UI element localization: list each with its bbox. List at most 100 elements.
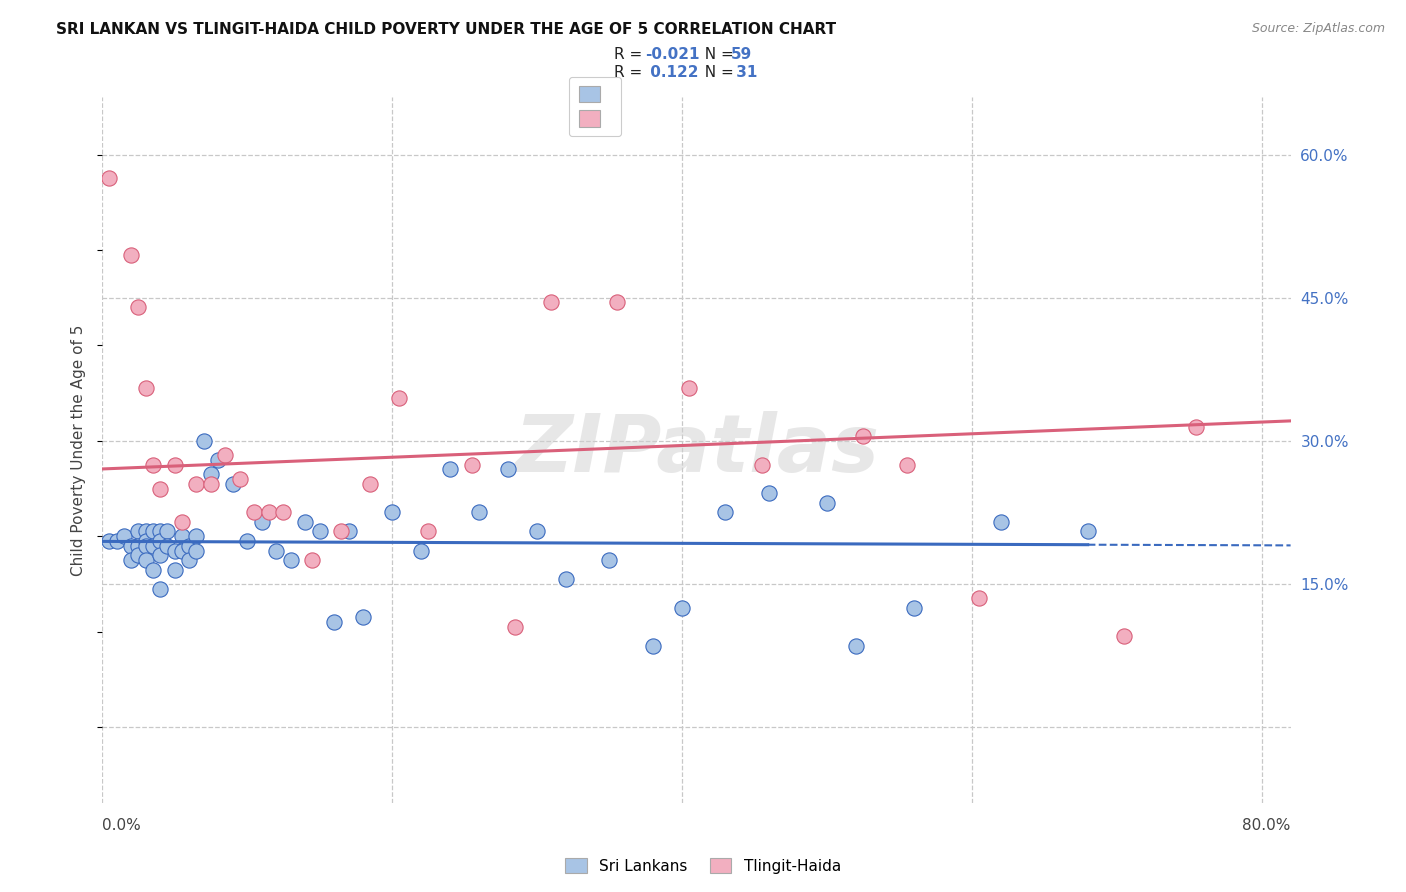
Point — [142, 539, 165, 553]
Point — [264, 543, 287, 558]
Text: ZIPatlas: ZIPatlas — [515, 411, 879, 490]
Point — [257, 505, 280, 519]
Point — [214, 448, 236, 462]
Point — [127, 539, 149, 553]
Point — [308, 524, 330, 539]
Point — [845, 639, 868, 653]
Point — [163, 543, 186, 558]
Point — [170, 543, 193, 558]
Point — [503, 620, 526, 634]
Point — [200, 467, 222, 482]
Text: 31: 31 — [731, 65, 756, 80]
Point — [179, 553, 201, 567]
Point — [273, 505, 295, 519]
Point — [142, 524, 165, 539]
Point — [418, 524, 440, 539]
Point — [193, 434, 215, 448]
Point — [815, 496, 838, 510]
Text: Source: ZipAtlas.com: Source: ZipAtlas.com — [1251, 22, 1385, 36]
Point — [135, 553, 157, 567]
Point — [751, 458, 773, 472]
Point — [388, 391, 411, 405]
Y-axis label: Child Poverty Under the Age of 5: Child Poverty Under the Age of 5 — [72, 325, 86, 576]
Point — [540, 295, 562, 310]
Point — [555, 572, 578, 586]
Point — [142, 563, 165, 577]
Point — [714, 505, 737, 519]
Text: 59: 59 — [731, 47, 752, 62]
Point — [207, 453, 229, 467]
Point — [135, 524, 157, 539]
Text: R =: R = — [614, 47, 647, 62]
Point — [439, 462, 461, 476]
Point — [135, 539, 157, 553]
Point — [678, 381, 700, 395]
Point — [1077, 524, 1099, 539]
Point — [294, 515, 316, 529]
Point — [496, 462, 519, 476]
Point — [990, 515, 1012, 529]
Point — [243, 505, 266, 519]
Point — [120, 539, 142, 553]
Point — [156, 539, 179, 553]
Point — [112, 529, 135, 543]
Point — [186, 476, 208, 491]
Point — [1185, 419, 1208, 434]
Point — [758, 486, 780, 500]
Text: SRI LANKAN VS TLINGIT-HAIDA CHILD POVERTY UNDER THE AGE OF 5 CORRELATION CHART: SRI LANKAN VS TLINGIT-HAIDA CHILD POVERT… — [56, 22, 837, 37]
Point — [671, 600, 693, 615]
Legend: , : , — [569, 77, 621, 136]
Point — [98, 534, 121, 549]
Point — [468, 505, 491, 519]
Point — [337, 524, 360, 539]
Text: N =: N = — [696, 65, 740, 80]
Point — [526, 524, 548, 539]
Text: -0.021: -0.021 — [645, 47, 699, 62]
Point — [142, 458, 165, 472]
Point — [120, 248, 142, 262]
Point — [149, 549, 172, 563]
Point — [163, 458, 186, 472]
Point — [186, 529, 208, 543]
Point — [135, 534, 157, 549]
Point — [163, 563, 186, 577]
Point — [352, 610, 374, 624]
Point — [135, 381, 157, 395]
Point — [967, 591, 990, 606]
Point — [598, 553, 620, 567]
Point — [186, 543, 208, 558]
Point — [280, 553, 302, 567]
Point — [409, 543, 432, 558]
Point — [98, 171, 121, 186]
Point — [120, 553, 142, 567]
Point — [149, 534, 172, 549]
Point — [359, 476, 381, 491]
Point — [896, 458, 918, 472]
Point — [381, 505, 404, 519]
Legend: Sri Lankans, Tlingit-Haida: Sri Lankans, Tlingit-Haida — [560, 852, 846, 880]
Point — [903, 600, 925, 615]
Point — [1112, 630, 1135, 644]
Text: 0.122: 0.122 — [645, 65, 699, 80]
Point — [461, 458, 484, 472]
Point — [127, 524, 149, 539]
Point — [170, 515, 193, 529]
Text: N =: N = — [696, 47, 740, 62]
Point — [170, 529, 193, 543]
Point — [330, 524, 353, 539]
Text: 80.0%: 80.0% — [1243, 818, 1291, 833]
Point — [250, 515, 273, 529]
Point — [229, 472, 252, 486]
Point — [641, 639, 664, 653]
Point — [149, 524, 172, 539]
Point — [200, 476, 222, 491]
Point — [179, 539, 201, 553]
Text: R =: R = — [614, 65, 647, 80]
Point — [221, 476, 243, 491]
Text: 0.0%: 0.0% — [103, 818, 141, 833]
Point — [105, 534, 128, 549]
Point — [149, 582, 172, 596]
Point — [301, 553, 323, 567]
Point — [127, 549, 149, 563]
Point — [149, 482, 172, 496]
